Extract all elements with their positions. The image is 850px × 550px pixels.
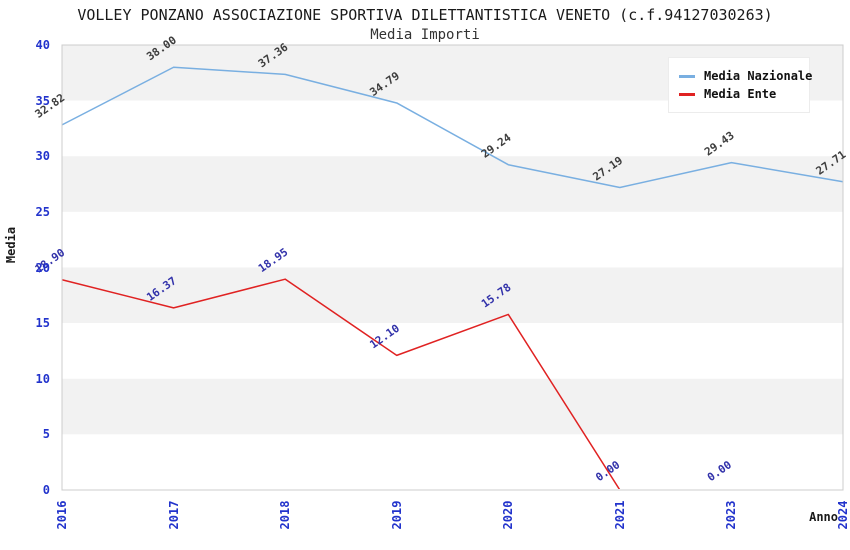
y-tick-label: 5 (42, 427, 50, 442)
plot-band (62, 378, 843, 435)
legend-item-ente: Media Ente (679, 86, 799, 102)
chart-title: VOLLEY PONZANO ASSOCIAZIONE SPORTIVA DIL… (77, 6, 773, 24)
x-tick-label: 2020 (501, 500, 516, 530)
y-tick-label: 40 (35, 38, 50, 52)
plot-band (62, 267, 843, 324)
plot-band (62, 211, 843, 268)
y-tick-label: 10 (35, 371, 50, 386)
x-tick-label: 2021 (612, 500, 627, 530)
x-axis-title: Anno (809, 510, 838, 524)
plot-band (62, 434, 843, 490)
legend-swatch-nazionale-icon (679, 74, 695, 78)
x-tick-label: 2019 (389, 500, 404, 530)
y-tick-label: 15 (35, 316, 50, 331)
x-tick-label: 2017 (166, 500, 181, 530)
legend: Media Nazionale Media Ente (668, 57, 812, 113)
plot-border (61, 44, 844, 491)
x-tick-label: 2018 (278, 500, 293, 530)
x-tick-label: 2016 (55, 500, 69, 530)
y-tick-label: 30 (35, 149, 50, 164)
series-line-0 (61, 66, 844, 189)
y-tick-label: 0 (42, 483, 50, 497)
legend-swatch-ente-icon (679, 92, 695, 96)
plot-band (62, 323, 843, 379)
x-tick-label: 2023 (724, 500, 739, 530)
y-tick-label: 25 (35, 204, 50, 219)
y-tick-label: 20 (35, 260, 50, 275)
legend-label-ente: Media Ente (704, 87, 777, 101)
legend-item-nazionale: Media Nazionale (679, 68, 812, 84)
series-line-1 (61, 278, 621, 489)
legend-label-nazionale: Media Nazionale (704, 69, 813, 83)
y-tick-label: 35 (35, 93, 50, 108)
y-axis-title: Media (4, 226, 18, 264)
chart-subtitle: Media Importi (370, 27, 480, 43)
plot-band (62, 156, 843, 212)
